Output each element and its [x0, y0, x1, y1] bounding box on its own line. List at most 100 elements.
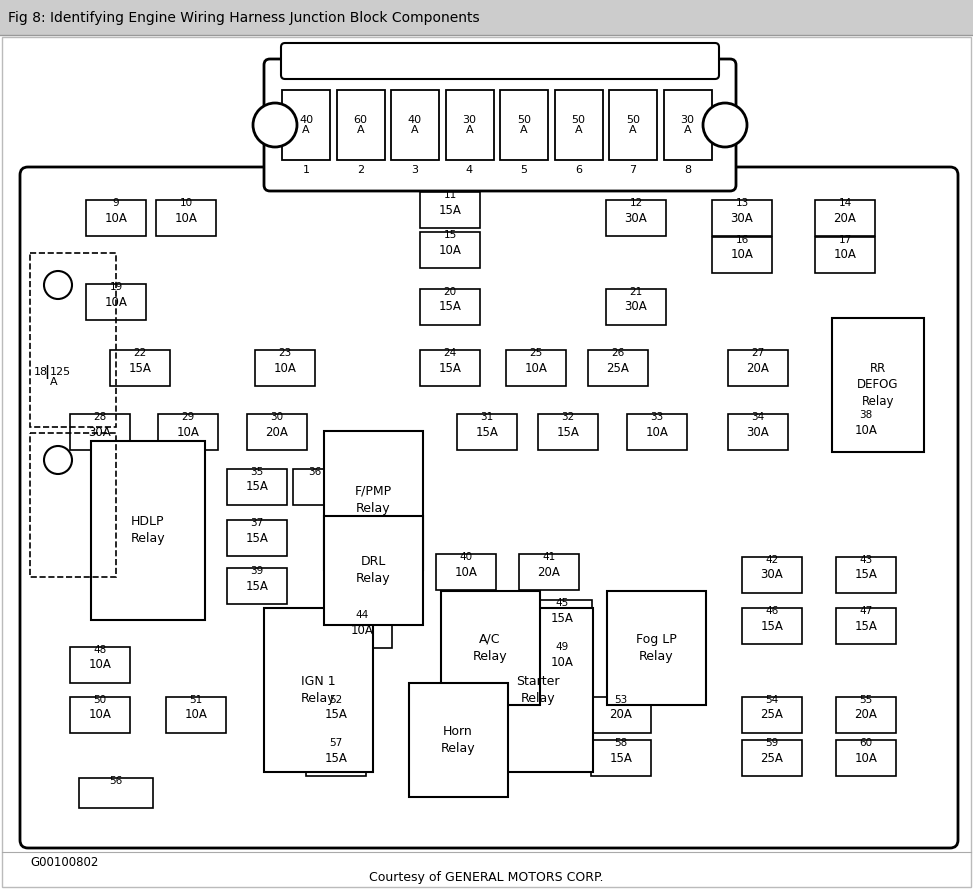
- FancyBboxPatch shape: [506, 350, 566, 386]
- FancyBboxPatch shape: [836, 740, 896, 776]
- FancyBboxPatch shape: [532, 600, 592, 636]
- FancyBboxPatch shape: [281, 43, 719, 79]
- Text: 10A: 10A: [176, 425, 199, 439]
- Text: 10A: 10A: [645, 425, 668, 439]
- FancyBboxPatch shape: [332, 612, 392, 648]
- Text: 41: 41: [542, 552, 556, 562]
- Text: 18: 18: [34, 367, 48, 377]
- Text: 15A: 15A: [761, 619, 783, 633]
- Text: DRL
Relay: DRL Relay: [356, 555, 390, 585]
- Text: 15A: 15A: [439, 204, 461, 216]
- FancyBboxPatch shape: [293, 469, 337, 505]
- Text: 15: 15: [444, 230, 456, 240]
- FancyBboxPatch shape: [500, 90, 548, 160]
- Text: 14: 14: [839, 198, 851, 208]
- FancyBboxPatch shape: [555, 90, 602, 160]
- Circle shape: [44, 271, 72, 299]
- Text: 21: 21: [630, 287, 642, 297]
- Text: 53: 53: [614, 695, 628, 705]
- Text: 56: 56: [109, 776, 123, 786]
- Text: Fog LP
Relay: Fog LP Relay: [635, 633, 676, 663]
- FancyBboxPatch shape: [282, 90, 330, 160]
- Text: 10A: 10A: [104, 212, 127, 224]
- Text: 22: 22: [133, 348, 147, 358]
- FancyBboxPatch shape: [832, 318, 924, 452]
- FancyBboxPatch shape: [420, 289, 480, 325]
- Text: 6: 6: [575, 165, 582, 175]
- Text: 20A: 20A: [609, 708, 632, 722]
- FancyBboxPatch shape: [836, 697, 896, 733]
- Text: 15A: 15A: [476, 425, 498, 439]
- Text: 20A: 20A: [266, 425, 288, 439]
- Text: 10A: 10A: [731, 248, 753, 262]
- Text: Horn
Relay: Horn Relay: [441, 725, 476, 755]
- Text: 19: 19: [109, 282, 123, 292]
- Text: 15A: 15A: [854, 569, 878, 581]
- FancyBboxPatch shape: [664, 90, 711, 160]
- FancyBboxPatch shape: [728, 350, 788, 386]
- Text: 36: 36: [308, 467, 322, 477]
- FancyBboxPatch shape: [441, 591, 539, 705]
- Text: G00100802: G00100802: [30, 855, 98, 869]
- FancyBboxPatch shape: [391, 90, 439, 160]
- FancyBboxPatch shape: [306, 697, 366, 733]
- Text: Starter
Relay: Starter Relay: [517, 675, 559, 705]
- Text: 20: 20: [444, 287, 456, 297]
- Text: 50
A: 50 A: [517, 116, 531, 134]
- Bar: [0, 0, 973, 35]
- FancyBboxPatch shape: [815, 200, 875, 236]
- FancyBboxPatch shape: [836, 608, 896, 644]
- Text: IGN 1
Relay: IGN 1 Relay: [301, 675, 336, 705]
- Text: 10A: 10A: [104, 295, 127, 309]
- Text: 40: 40: [459, 552, 473, 562]
- Text: 30A: 30A: [761, 569, 783, 581]
- Text: 9: 9: [113, 198, 120, 208]
- FancyBboxPatch shape: [519, 554, 579, 590]
- Text: 51: 51: [190, 695, 202, 705]
- Text: 35: 35: [250, 467, 264, 477]
- Text: 55: 55: [859, 695, 873, 705]
- FancyBboxPatch shape: [712, 200, 772, 236]
- Text: A: A: [50, 377, 57, 387]
- FancyBboxPatch shape: [446, 90, 493, 160]
- Text: 25A: 25A: [761, 751, 783, 765]
- FancyBboxPatch shape: [247, 414, 307, 450]
- Text: 12: 12: [630, 198, 642, 208]
- Text: 15A: 15A: [325, 708, 347, 722]
- Text: 32: 32: [561, 412, 575, 422]
- FancyBboxPatch shape: [227, 568, 287, 604]
- Text: 43: 43: [859, 555, 873, 565]
- Text: 30A: 30A: [625, 212, 647, 224]
- Circle shape: [253, 103, 297, 147]
- Text: 39: 39: [250, 566, 264, 576]
- Text: 50
A: 50 A: [571, 116, 586, 134]
- FancyBboxPatch shape: [606, 591, 705, 705]
- Text: 15A: 15A: [325, 751, 347, 765]
- Text: 7: 7: [630, 165, 636, 175]
- FancyBboxPatch shape: [420, 350, 480, 386]
- FancyBboxPatch shape: [323, 515, 422, 625]
- Text: 20A: 20A: [746, 361, 770, 375]
- Text: F/PMP
Relay: F/PMP Relay: [354, 485, 391, 515]
- Text: Fig 8: Identifying Engine Wiring Harness Junction Block Components: Fig 8: Identifying Engine Wiring Harness…: [8, 11, 480, 25]
- Text: 26: 26: [611, 348, 625, 358]
- Text: 15A: 15A: [128, 361, 152, 375]
- Text: 3: 3: [412, 165, 418, 175]
- Text: 20A: 20A: [834, 212, 856, 224]
- Text: 10A: 10A: [854, 424, 878, 436]
- FancyBboxPatch shape: [815, 237, 875, 273]
- Text: 15A: 15A: [439, 361, 461, 375]
- FancyBboxPatch shape: [227, 469, 287, 505]
- Text: 8: 8: [684, 165, 691, 175]
- FancyBboxPatch shape: [591, 697, 651, 733]
- Text: 24: 24: [444, 348, 456, 358]
- Text: 10A: 10A: [89, 659, 112, 671]
- Text: 23: 23: [278, 348, 292, 358]
- FancyBboxPatch shape: [627, 414, 687, 450]
- FancyBboxPatch shape: [606, 200, 666, 236]
- Text: 15A: 15A: [609, 751, 632, 765]
- Text: 33: 33: [650, 412, 664, 422]
- Text: 30
A: 30 A: [680, 116, 695, 134]
- Text: 40
A: 40 A: [408, 116, 422, 134]
- Text: 44: 44: [355, 610, 369, 620]
